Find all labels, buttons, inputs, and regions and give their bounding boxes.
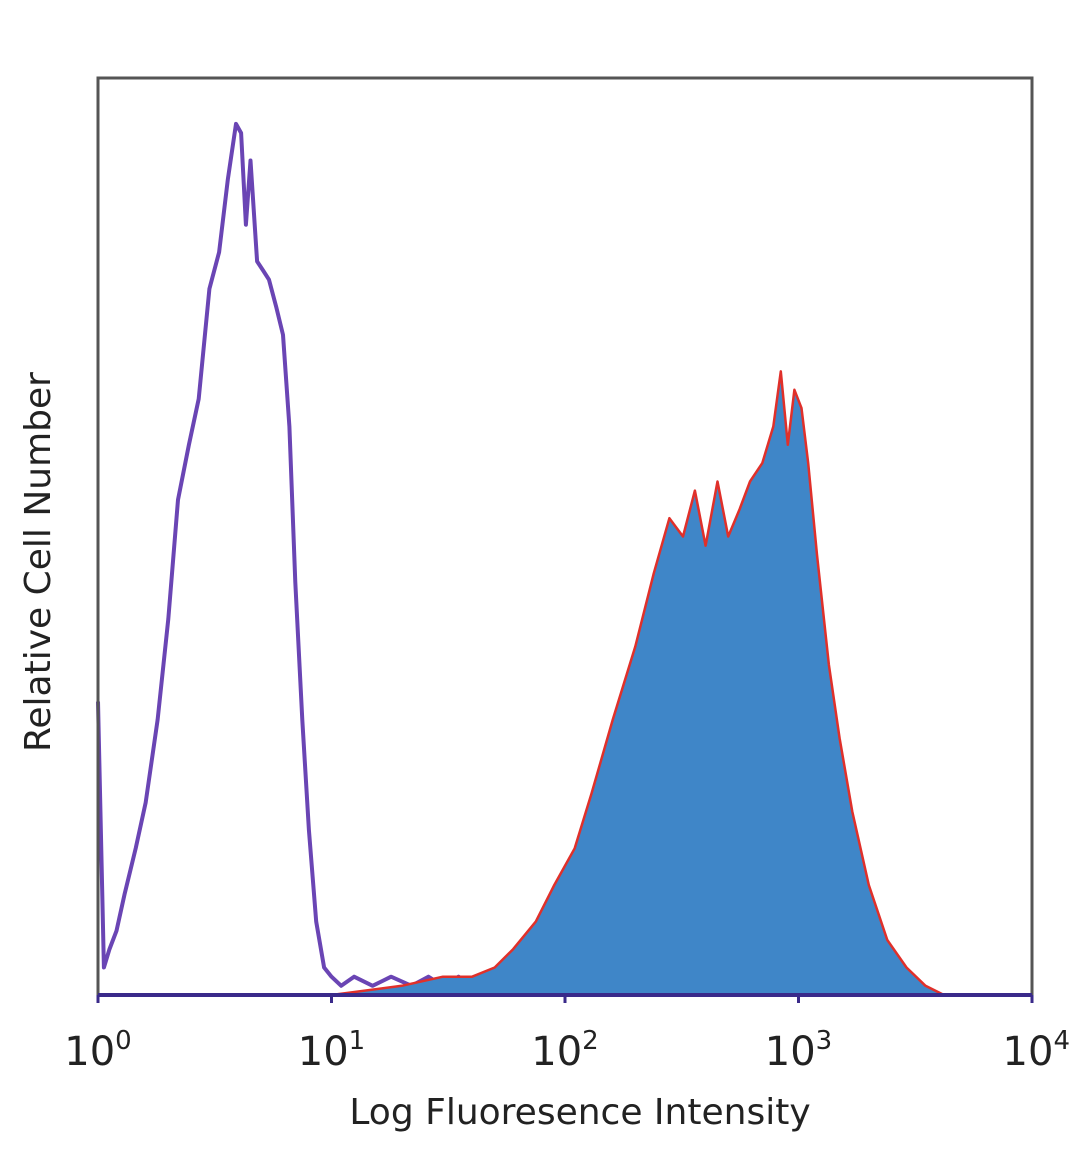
- x-tick-label: 100: [64, 1026, 131, 1075]
- x-axis-ticks: 100 101 102 103 104: [64, 995, 1070, 1075]
- series-1-line: [96, 121, 496, 997]
- y-axis-title: Relative Cell Number: [18, 372, 59, 752]
- x-tick-label: 102: [531, 1026, 598, 1075]
- series-2-area: [98, 371, 962, 995]
- x-tick-label: 103: [765, 1026, 832, 1075]
- plot-frame: [96, 76, 1034, 997]
- series-2-line: [98, 370, 962, 997]
- plot-series: [96, 121, 962, 997]
- x-axis-title: Log Fluoresence Intensity: [349, 1092, 810, 1133]
- x-tick-label: 104: [1003, 1026, 1070, 1075]
- x-tick-label: 101: [298, 1026, 365, 1075]
